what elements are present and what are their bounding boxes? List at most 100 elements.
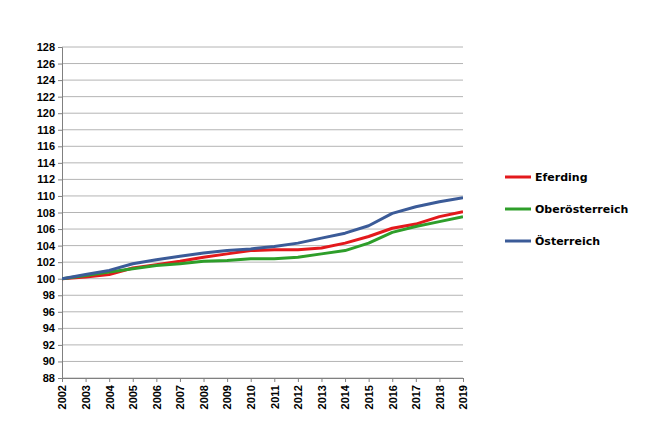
plot: 8890929496981001021041061081101121141161… — [37, 41, 470, 409]
y-tick-mark — [58, 64, 62, 65]
grid-line — [62, 361, 463, 362]
y-tick: 106 — [37, 223, 62, 235]
x-tick: 2010 — [245, 378, 257, 409]
y-tick-label: 90 — [43, 355, 55, 367]
y-tick: 92 — [43, 339, 62, 351]
grid-line — [62, 146, 463, 147]
legend: Eferding Oberösterreich Österreich — [505, 171, 628, 248]
y-tick-mark — [58, 328, 62, 329]
grid-line — [62, 47, 463, 48]
x-tick-label: 2017 — [410, 385, 422, 409]
x-tick-label: 2008 — [198, 385, 210, 409]
legend-item: Oberösterreich — [505, 203, 628, 216]
x-tick: 2012 — [292, 378, 304, 409]
x-tick-label: 2006 — [151, 385, 163, 409]
y-tick-label: 98 — [43, 289, 55, 301]
y-tick: 90 — [43, 355, 62, 367]
y-tick-mark — [58, 345, 62, 346]
grid-line — [62, 328, 463, 329]
y-tick-label: 96 — [43, 306, 55, 318]
legend-swatch — [505, 240, 531, 243]
legend-label: Eferding — [535, 171, 588, 184]
x-tick-mark — [369, 378, 370, 382]
y-tick-label: 100 — [37, 273, 55, 285]
grid-line — [62, 129, 463, 130]
y-tick-mark — [58, 213, 62, 214]
y-tick-mark — [58, 196, 62, 197]
y-axis: 8890929496981001021041061081101121141161… — [37, 41, 63, 384]
grid-line — [62, 295, 463, 296]
chart: 8890929496981001021041061081101121141161… — [0, 0, 669, 432]
x-tick: 2018 — [434, 378, 446, 409]
legend-item: Eferding — [505, 171, 588, 184]
y-tick-mark — [58, 312, 62, 313]
y-tick: 112 — [37, 173, 62, 185]
y-tick-label: 122 — [37, 91, 55, 103]
y-tick-mark — [58, 378, 62, 379]
y-tick-label: 110 — [37, 190, 55, 202]
grid-line — [62, 344, 463, 345]
legend-item: Österreich — [505, 234, 600, 248]
x-tick-label: 2003 — [80, 385, 92, 409]
x-tick-label: 2018 — [434, 385, 446, 409]
grid-line — [62, 96, 463, 97]
y-tick: 104 — [37, 240, 62, 252]
grid-line — [62, 311, 463, 312]
y-tick-mark — [58, 146, 62, 147]
x-tick-mark — [345, 378, 346, 382]
y-tick-mark — [58, 179, 62, 180]
x-tick-label: 2016 — [387, 385, 399, 409]
y-tick: 114 — [37, 157, 62, 169]
x-tick-mark — [156, 378, 157, 382]
y-tick-label: 112 — [37, 173, 55, 185]
y-tick: 98 — [43, 289, 62, 301]
y-tick: 120 — [37, 107, 62, 119]
x-tick-label: 2002 — [56, 385, 68, 409]
y-tick-mark — [58, 229, 62, 230]
x-tick-label: 2014 — [339, 384, 351, 409]
legend-swatch — [505, 208, 531, 211]
x-tick: 2013 — [316, 378, 328, 409]
y-tick: 122 — [37, 91, 62, 103]
y-tick: 126 — [37, 58, 62, 70]
y-tick: 124 — [37, 74, 62, 86]
x-tick-mark — [392, 378, 393, 382]
y-tick-label: 106 — [37, 223, 55, 235]
x-tick-mark — [204, 378, 205, 382]
grid-line — [62, 195, 463, 196]
y-tick: 88 — [43, 372, 62, 384]
grid-line — [62, 278, 463, 279]
x-tick: 2019 — [457, 378, 469, 409]
y-tick: 96 — [43, 306, 62, 318]
y-tick: 116 — [37, 140, 62, 152]
y-tick-mark — [58, 246, 62, 247]
y-tick-mark — [58, 47, 62, 48]
y-tick-mark — [58, 163, 62, 164]
x-tick-label: 2011 — [269, 385, 281, 409]
y-tick-label: 92 — [43, 339, 55, 351]
x-tick: 2006 — [151, 378, 163, 409]
x-tick-label: 2007 — [174, 385, 186, 409]
y-axis-line — [58, 48, 63, 379]
series-line — [62, 198, 463, 279]
x-tick-label: 2012 — [292, 385, 304, 409]
x-axis-line — [63, 379, 464, 383]
y-tick: 102 — [37, 256, 62, 268]
x-tick-mark — [109, 378, 110, 382]
legend-label: Österreich — [535, 234, 600, 248]
y-tick-label: 88 — [43, 372, 55, 384]
grid — [62, 47, 463, 378]
x-tick-label: 2004 — [104, 384, 116, 409]
x-tick: 2007 — [174, 378, 186, 409]
x-tick-mark — [180, 378, 181, 382]
y-tick-label: 104 — [37, 240, 56, 252]
x-tick-mark — [251, 378, 252, 382]
x-tick: 2009 — [221, 378, 233, 409]
y-tick-label: 116 — [37, 140, 55, 152]
y-tick-mark — [58, 97, 62, 98]
x-tick-mark — [463, 378, 464, 382]
x-tick: 2014 — [339, 378, 351, 409]
y-tick: 108 — [37, 207, 62, 219]
y-tick-mark — [58, 361, 62, 362]
y-tick-mark — [58, 130, 62, 131]
